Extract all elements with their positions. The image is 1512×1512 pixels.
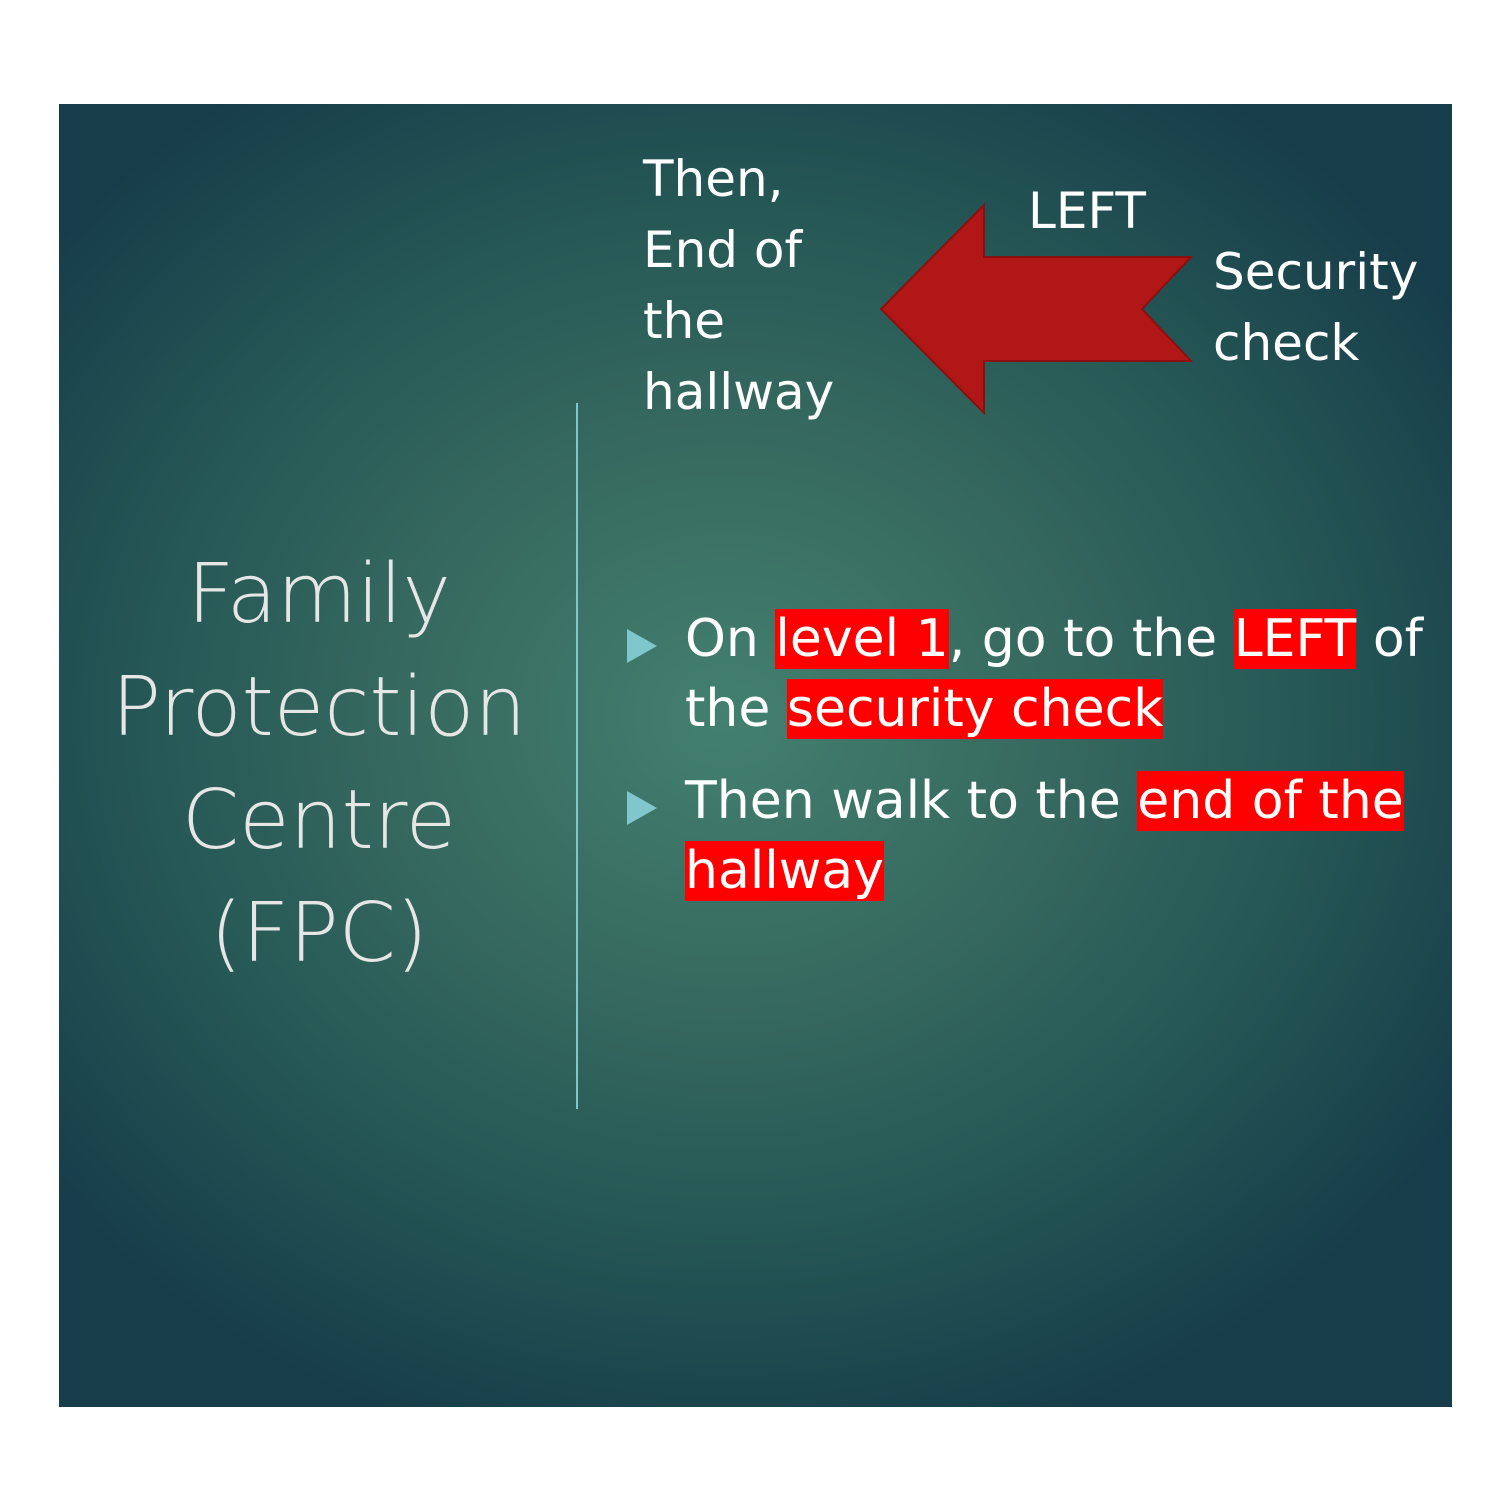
- bullet-text: , go to the: [948, 609, 1234, 669]
- bullet-text: Then walk to the: [685, 771, 1138, 831]
- title-line: Family: [187, 547, 451, 642]
- then-end-of-hallway-label: Then, End of the hallway: [643, 144, 834, 428]
- left-label-text: LEFT: [1028, 182, 1146, 240]
- highlighted-text: LEFT: [1233, 609, 1357, 669]
- left-label: LEFT: [1028, 176, 1146, 247]
- arrow-left-icon: [879, 202, 1194, 416]
- callout-line: End of: [643, 221, 803, 279]
- title-line: (FPC): [210, 886, 428, 981]
- highlighted-text: level 1: [775, 609, 949, 669]
- callout-line: hallway: [643, 363, 835, 421]
- security-check-label: Security check: [1213, 237, 1418, 379]
- title-line: Centre: [181, 773, 457, 868]
- slide: Family Protection Centre (FPC) Then, End…: [59, 104, 1452, 1407]
- vertical-divider: [576, 403, 578, 1109]
- bullet-text: On: [685, 609, 776, 669]
- triangle-right-icon: [627, 791, 657, 825]
- bullet-item: On level 1, go to the LEFT of the securi…: [627, 604, 1427, 744]
- bullet-item: Then walk to the end of the hallway: [627, 766, 1427, 906]
- bullet-text: of the: [685, 609, 1423, 739]
- slide-title: Family Protection Centre (FPC): [59, 538, 579, 990]
- callout-line: check: [1213, 314, 1360, 372]
- bullet-list: On level 1, go to the LEFT of the securi…: [627, 604, 1427, 928]
- callout-line: Then,: [643, 150, 784, 208]
- highlighted-text: security check: [786, 679, 1164, 739]
- callout-line: the: [643, 292, 726, 350]
- callout-line: Security: [1213, 243, 1419, 301]
- triangle-right-icon: [627, 629, 657, 663]
- title-line: Protection: [111, 660, 527, 755]
